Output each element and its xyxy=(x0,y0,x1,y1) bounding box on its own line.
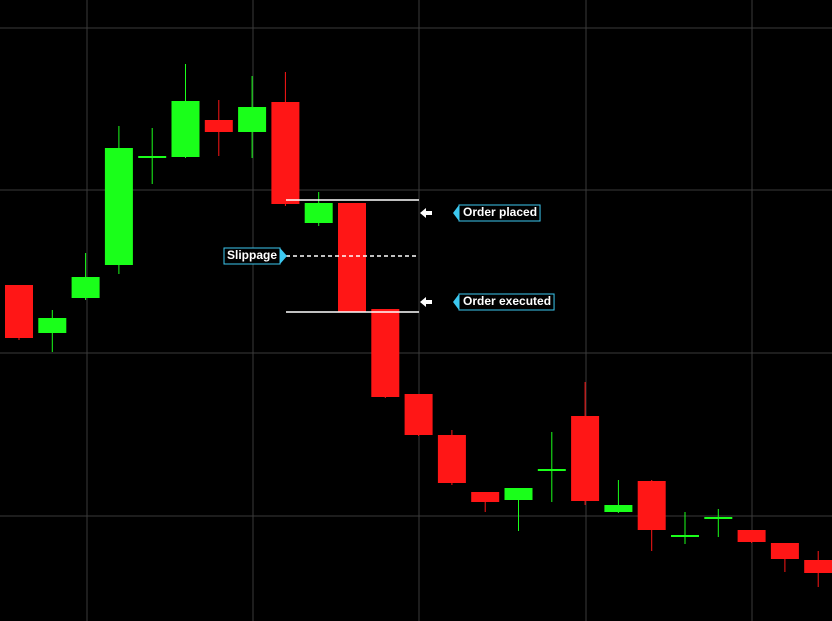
candle-body xyxy=(138,156,167,158)
annotation-label: Order placed xyxy=(463,205,537,219)
candle-body xyxy=(338,203,366,312)
candle-body xyxy=(238,107,267,132)
candle-body xyxy=(671,535,699,537)
label-pointer xyxy=(453,205,459,221)
label-box xyxy=(458,293,555,311)
candle-body xyxy=(171,101,200,157)
candle-body xyxy=(804,560,832,573)
candle-body xyxy=(304,203,333,223)
candle-body xyxy=(770,543,799,559)
candle-body xyxy=(637,481,666,530)
candle-body xyxy=(104,148,133,265)
candle-body xyxy=(471,492,500,502)
annotation-label: Order executed xyxy=(463,294,551,308)
label-pointer xyxy=(280,248,288,264)
candle-body xyxy=(371,309,400,397)
candle-body xyxy=(571,416,600,501)
candle-body xyxy=(38,318,67,333)
candle-body xyxy=(204,120,233,132)
candle-body xyxy=(604,505,633,512)
candle-body xyxy=(504,488,533,500)
candle-body xyxy=(5,285,33,338)
arrow-icon xyxy=(420,208,432,218)
candle-body xyxy=(437,435,466,483)
candle-body xyxy=(537,469,566,471)
label-pointer xyxy=(453,294,459,310)
candle-body xyxy=(271,102,300,204)
arrow-icon xyxy=(420,297,432,307)
candle-body xyxy=(71,277,100,298)
candle-body xyxy=(404,394,433,435)
label-box xyxy=(458,204,541,222)
candle-body xyxy=(737,530,766,542)
candle-body xyxy=(704,517,733,519)
annotation-label: Slippage xyxy=(227,248,277,262)
